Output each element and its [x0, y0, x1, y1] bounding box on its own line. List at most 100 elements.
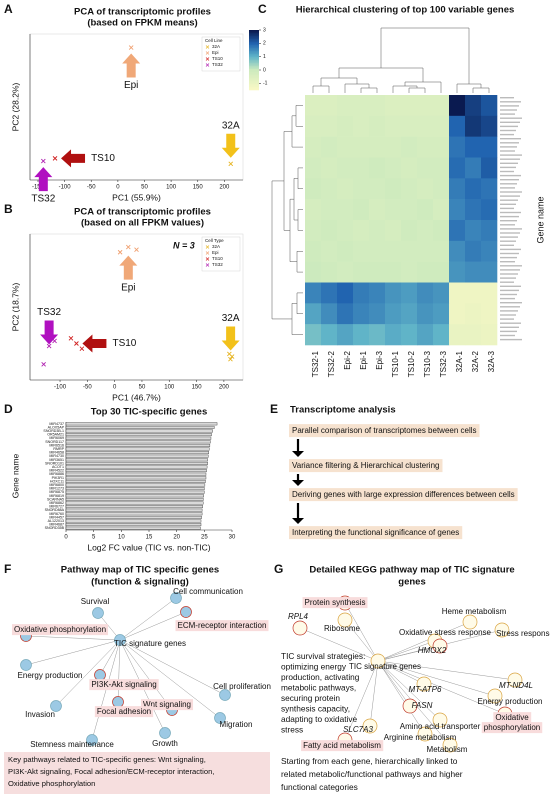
- heat-cell: [417, 282, 434, 304]
- bar: [65, 476, 207, 480]
- arrow-label: TS10: [112, 338, 136, 349]
- bar: [65, 443, 211, 447]
- colorbar-step: [249, 70, 259, 73]
- node-label: SLC7A3: [343, 725, 373, 734]
- colorbar-step: [249, 69, 259, 71]
- gene-name-stub: [500, 314, 516, 316]
- caption: Starting from each gene, hierarchically …: [281, 756, 458, 766]
- gene-name-stub: [500, 326, 519, 328]
- gene-name-stub: [500, 330, 517, 333]
- heat-cell: [337, 199, 354, 221]
- colorbar-step: [249, 79, 259, 82]
- dendrogram: [360, 87, 378, 93]
- heat-cell: [353, 178, 370, 200]
- bar: [65, 479, 206, 483]
- heat-cell: [433, 261, 450, 283]
- colorbar-label: 2: [263, 41, 266, 47]
- legend-label: Epi: [212, 50, 219, 55]
- node-label: Heme metabolism: [442, 607, 507, 616]
- gene-name-stub: [500, 113, 515, 115]
- node-label: phosphorylation: [484, 723, 540, 732]
- colorbar-step: [249, 60, 259, 62]
- dendrogram: [283, 131, 292, 231]
- bar: [65, 490, 205, 494]
- dendrogram: [291, 115, 303, 148]
- legend-label: 32A: [212, 44, 220, 49]
- colorbar-step: [249, 82, 259, 85]
- node-label: Wnt signaling: [143, 700, 191, 709]
- gene-name-stub: [500, 273, 518, 275]
- arrow: [119, 255, 138, 280]
- gene-name-stub: [500, 174, 521, 177]
- heat-cell: [353, 115, 370, 137]
- heat-cell: [417, 199, 434, 221]
- gene-name-stub: [500, 191, 522, 193]
- legend-label: TS32: [212, 62, 223, 67]
- chart-subtitle: (based on all FPKM values): [81, 218, 204, 229]
- colorbar-step: [249, 61, 259, 64]
- heat-cell: [433, 178, 450, 200]
- bar: [65, 422, 218, 426]
- heat-cell: [417, 240, 434, 262]
- node-label: Ribosome: [324, 624, 361, 633]
- heat-cell: [449, 136, 466, 158]
- heat-cell: [433, 157, 450, 179]
- legend-label: 32A: [212, 244, 220, 249]
- colorbar-step: [249, 52, 259, 55]
- colorbar-step: [249, 66, 259, 68]
- edge: [377, 660, 425, 685]
- heat-cell: [449, 220, 466, 242]
- heat-cell: [401, 136, 418, 158]
- diagram-title: (function & signaling): [91, 577, 189, 588]
- panel-letter: B: [4, 202, 13, 216]
- heat-cell: [449, 95, 466, 117]
- step-box: [289, 424, 480, 438]
- heat-cell: [417, 95, 434, 117]
- dendrogram: [312, 85, 330, 93]
- y-tick-label: SNORD101: [45, 461, 64, 465]
- edge: [344, 602, 379, 662]
- y-tick-label: SNORD3B-1: [43, 429, 64, 433]
- dendrogram: [297, 209, 303, 231]
- colorbar-step: [249, 48, 259, 50]
- highlight-box: [94, 706, 154, 718]
- node: [494, 622, 510, 638]
- heat-cell: [321, 240, 338, 262]
- heat-cell: [401, 178, 418, 200]
- legend-marker: [205, 51, 210, 55]
- gene-name-stub: [500, 211, 521, 214]
- colorbar-step: [249, 39, 259, 41]
- point: [125, 244, 131, 250]
- arrow-label: 32A: [222, 313, 240, 324]
- heat-cell: [305, 282, 322, 304]
- node: [180, 606, 192, 618]
- edge: [119, 639, 221, 719]
- node: [417, 726, 433, 742]
- node-label: FASN: [412, 701, 433, 710]
- heat-cell: [369, 95, 386, 117]
- gene-name-stub: [500, 133, 514, 136]
- column-label: TS10-2: [407, 350, 416, 377]
- node-label: Stemness maintenance: [30, 740, 114, 749]
- heat-cell: [465, 324, 482, 346]
- edge: [377, 660, 426, 735]
- strategy-text: stress: [281, 725, 303, 735]
- node: [20, 659, 32, 671]
- y-tick-label: MIR4658: [49, 451, 64, 455]
- step-arrow-head: [292, 451, 304, 457]
- x-tick-label: 15: [146, 535, 153, 541]
- heat-cell: [401, 220, 418, 242]
- dendrogram: [297, 167, 303, 189]
- gene-name-stub: [500, 248, 521, 251]
- heat-cell: [305, 115, 322, 137]
- gene-name-stub: [500, 261, 515, 263]
- bar: [65, 523, 202, 527]
- workflow-title: Transcriptome analysis: [290, 405, 396, 416]
- strategy-text: synthesis capacity,: [281, 704, 350, 714]
- heat-cell: [433, 220, 450, 242]
- heat-cell: [449, 157, 466, 179]
- heat-cell: [337, 157, 354, 179]
- y-tick-label: MIR1273: [49, 487, 64, 491]
- step-box: [289, 488, 518, 502]
- edge: [119, 639, 173, 711]
